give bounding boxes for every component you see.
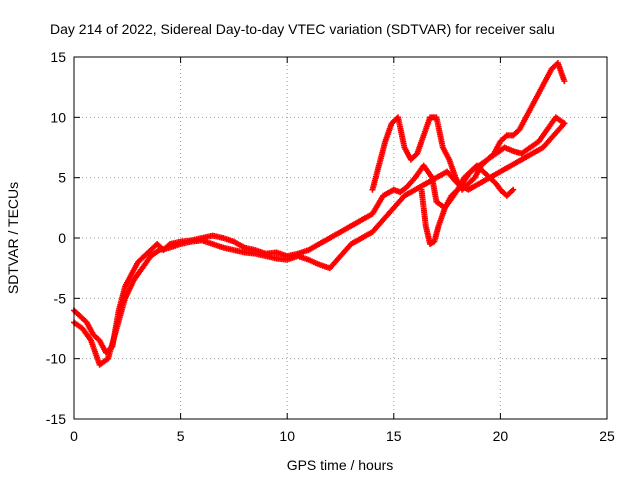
data-point xyxy=(561,120,568,127)
y-tick-label: 10 xyxy=(50,109,66,125)
series-SDTVAR-a xyxy=(71,114,568,356)
data-points xyxy=(71,60,568,368)
series-SDTVAR-c xyxy=(369,60,568,193)
x-tick-label: 0 xyxy=(70,428,78,444)
series-SDTVAR-d xyxy=(418,162,517,248)
gridlines xyxy=(74,57,607,419)
y-tick-label: -15 xyxy=(46,411,66,427)
y-tick-label: 0 xyxy=(58,230,66,246)
axis-ticks: 0 5 10 15 20 25 -15 -10 -5 0 5 10 15 xyxy=(46,49,615,444)
data-point xyxy=(510,186,517,193)
x-tick-label: 15 xyxy=(386,428,402,444)
y-tick-label: 5 xyxy=(58,170,66,186)
y-tick-label: -10 xyxy=(46,351,66,367)
y-axis-label: SDTVAR / TECUs xyxy=(5,182,21,294)
x-tick-label: 20 xyxy=(493,428,509,444)
x-tick-label: 10 xyxy=(279,428,295,444)
x-tick-label: 25 xyxy=(599,428,615,444)
x-axis-label: GPS time / hours xyxy=(287,457,394,473)
chart-title: Day 214 of 2022, Sidereal Day-to-day VTE… xyxy=(50,21,555,37)
y-tick-label: 15 xyxy=(50,49,66,65)
x-tick-label: 5 xyxy=(177,428,185,444)
data-point xyxy=(561,78,568,85)
y-tick-label: -5 xyxy=(54,290,67,306)
